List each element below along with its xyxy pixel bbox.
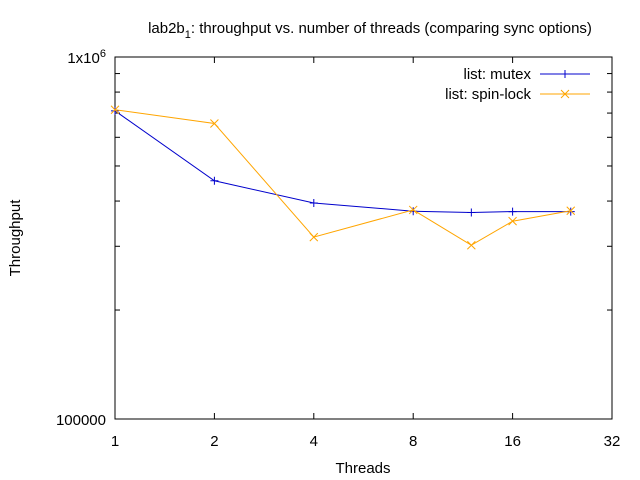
data-point	[566, 206, 576, 216]
chart-title: lab2b1: throughput vs. number of threads…	[148, 20, 592, 41]
y-tick-label: 1x106	[67, 48, 106, 67]
x-tick-label: 1	[111, 433, 119, 450]
x-tick-label: 4	[310, 433, 318, 450]
x-tick-label: 32	[604, 433, 621, 450]
x-tick-label: 8	[409, 433, 417, 450]
legend-marker	[561, 70, 569, 78]
plot-axes	[114, 56, 613, 420]
data-point	[467, 208, 476, 217]
data-point	[309, 199, 318, 208]
series-line	[114, 110, 571, 214]
data-point	[466, 240, 476, 250]
legend-label: list: spin-lock	[445, 86, 531, 103]
data-point	[210, 176, 219, 185]
data-point	[111, 106, 119, 115]
data-point	[508, 207, 517, 216]
data-point	[110, 105, 120, 115]
y-tick-label: 100000	[56, 412, 106, 429]
legend-marker	[560, 89, 570, 99]
x-tick-label: 16	[504, 433, 521, 450]
data-point	[408, 205, 418, 215]
x-tick-label: 2	[210, 433, 218, 450]
axis-ticks: 1 2 4 8 16 32 100000 1x106	[56, 48, 620, 450]
series-0	[111, 106, 575, 217]
plot-frame	[114, 56, 613, 420]
data-point	[210, 119, 219, 128]
y-axis-label: Throughput	[7, 199, 24, 277]
series-layer	[110, 105, 576, 250]
data-point	[309, 232, 319, 242]
series-1	[110, 105, 576, 250]
legend-label: list: mutex	[463, 66, 531, 83]
x-axis-label: Threads	[335, 460, 390, 477]
series-line	[114, 109, 571, 246]
legend: list: mutex list: spin-lock	[445, 66, 590, 103]
data-point	[508, 216, 517, 226]
